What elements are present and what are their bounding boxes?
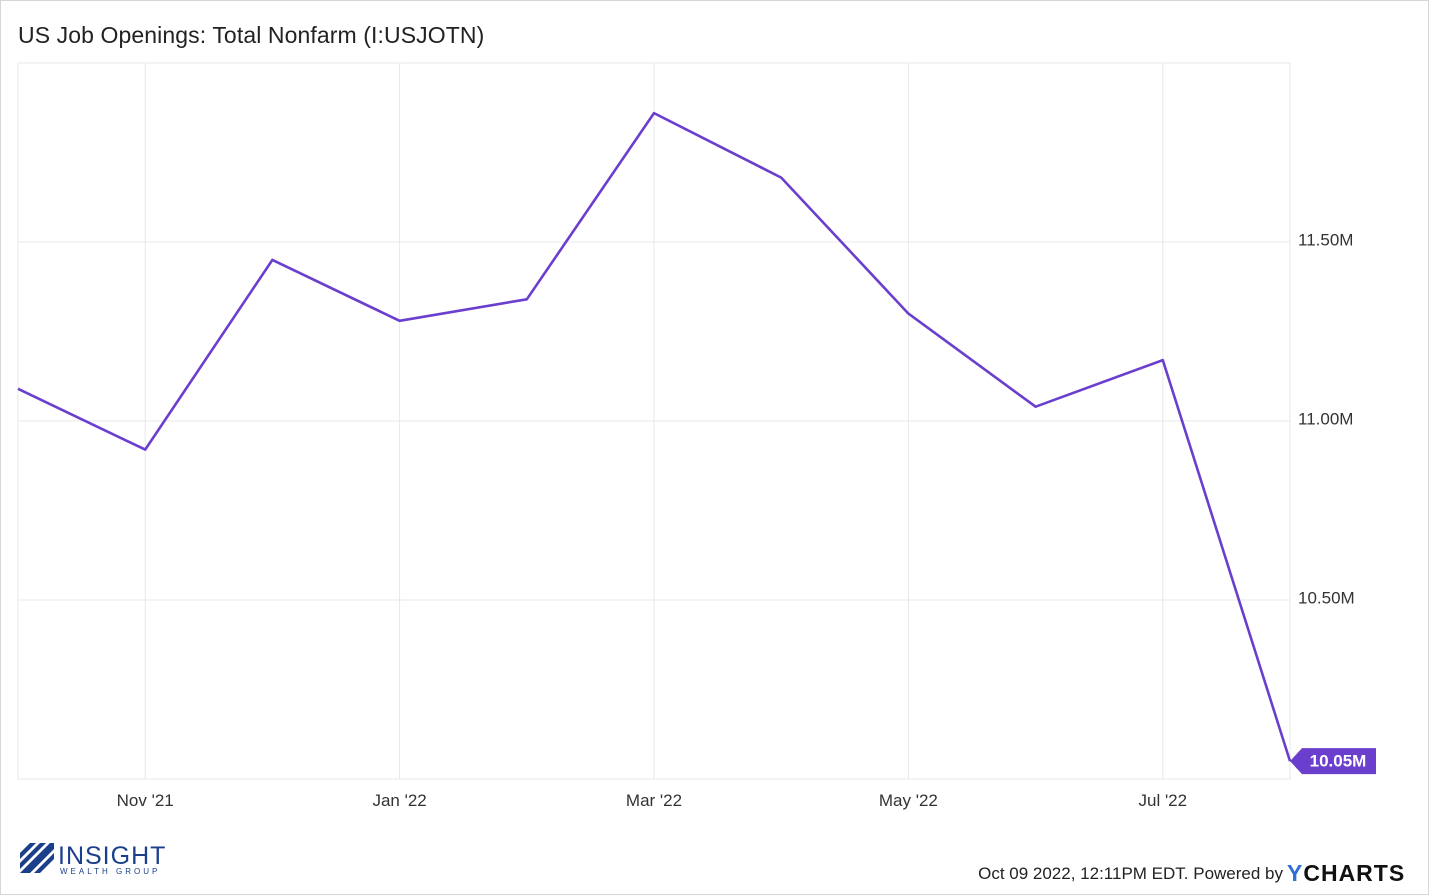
chart-grid (17, 62, 1291, 780)
ycharts-logo[interactable]: YCHARTS (1287, 860, 1405, 887)
series-group (17, 111, 1292, 762)
x-tick-label: May '22 (879, 791, 938, 810)
x-tick-label: Mar '22 (626, 791, 682, 810)
last-value-marker: 10.05M (1290, 748, 1376, 775)
x-tick-label: Jan '22 (372, 791, 426, 810)
logo-name: INSIGHT (58, 842, 167, 870)
x-axis-ticks: Nov '21 Jan '22 Mar '22 May '22 Jul '22 (117, 791, 1187, 810)
last-value-flag (1290, 748, 1376, 775)
y-tick-label: 11.00M (1298, 409, 1353, 428)
logo-subtitle: WEALTH GROUP (60, 867, 161, 876)
x-tick-label: Nov '21 (117, 791, 174, 810)
y-tick-label: 10.50M (1298, 588, 1355, 607)
y-axis-ticks: 10.50M 11.00M 11.50M (1298, 230, 1355, 607)
chart-title: US Job Openings: Total Nonfarm (I:USJOTN… (18, 22, 485, 48)
ycharts-logo-text: CHARTS (1303, 860, 1406, 886)
footer-timestamp: Oct 09 2022, 12:11PM EDT. Powered by (978, 864, 1283, 883)
last-value-label: 10.05M (1310, 752, 1367, 771)
x-tick-label: Jul '22 (1138, 791, 1187, 810)
insight-logo-mark (20, 843, 54, 878)
y-tick-label: 11.50M (1298, 230, 1353, 249)
ycharts-logo-y: Y (1287, 860, 1304, 886)
